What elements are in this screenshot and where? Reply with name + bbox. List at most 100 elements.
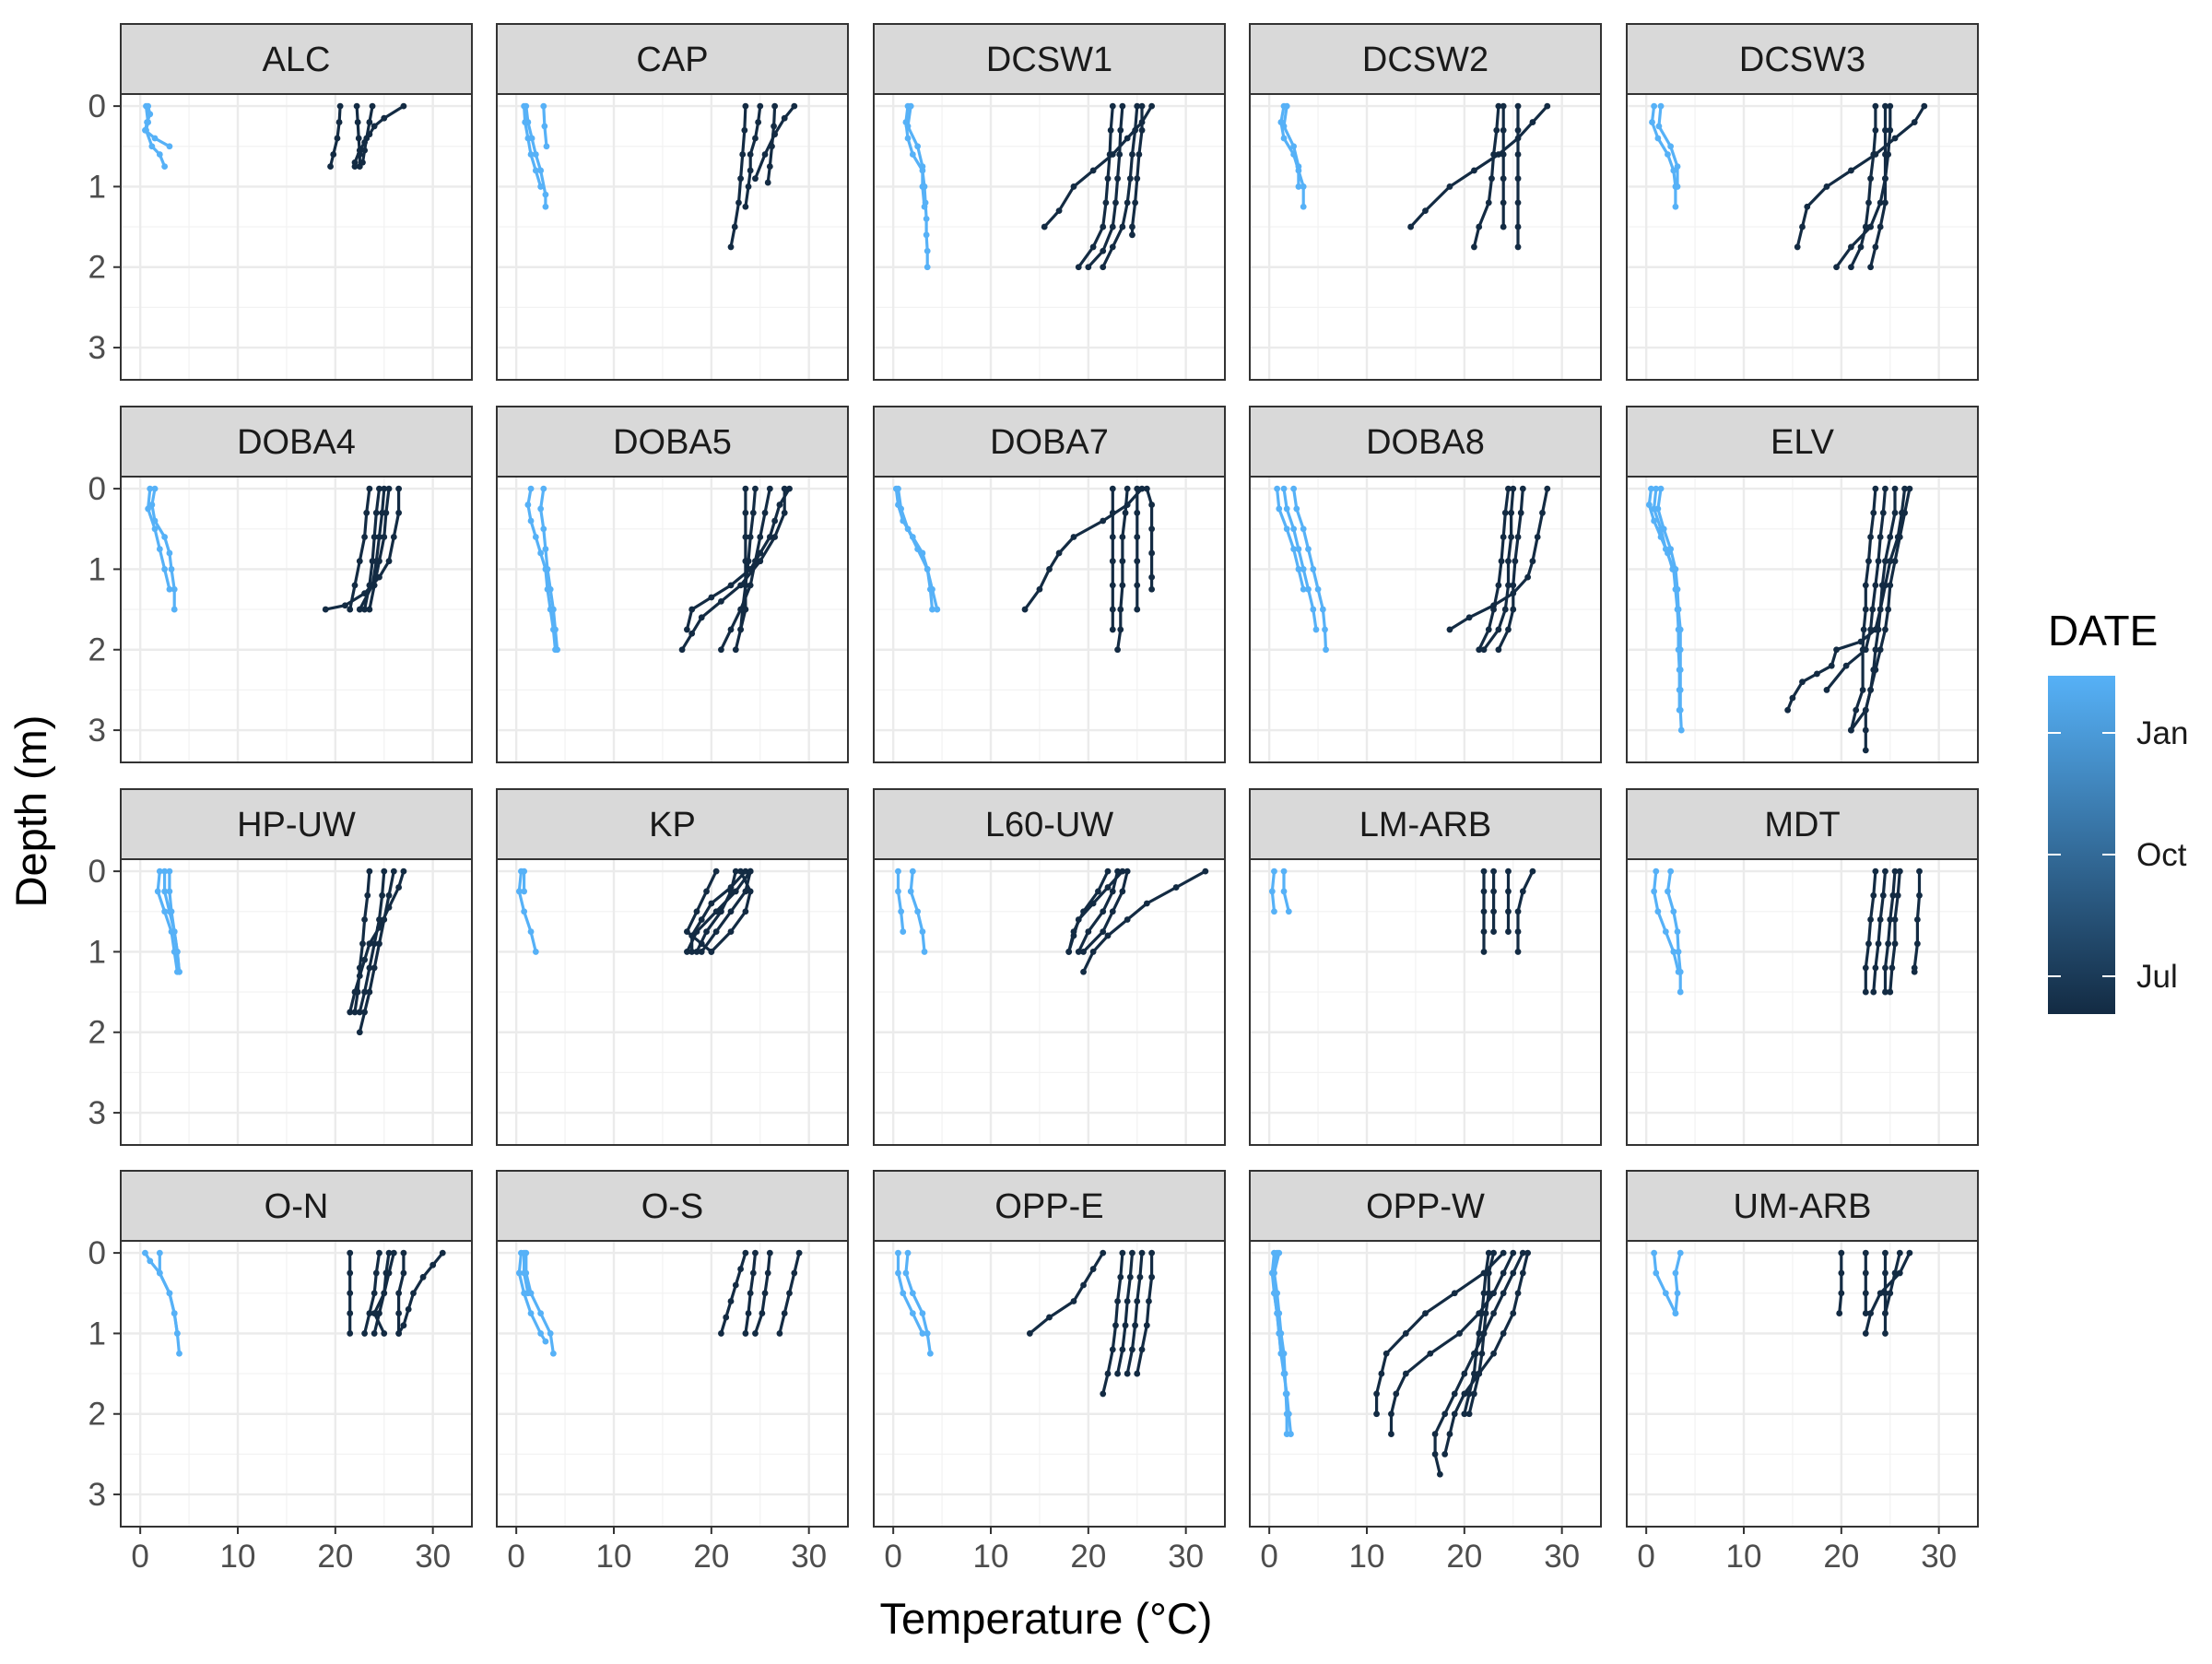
data-point <box>1882 485 1888 492</box>
data-point <box>742 867 749 875</box>
data-point <box>1667 143 1675 150</box>
data-point <box>347 606 354 613</box>
data-point <box>1514 949 1522 955</box>
data-point <box>742 1330 749 1337</box>
data-point <box>1136 1273 1144 1280</box>
data-point <box>766 1249 773 1257</box>
data-point <box>1670 908 1677 915</box>
data-point <box>161 566 169 572</box>
data-point <box>1295 163 1302 170</box>
data-point <box>1427 1350 1434 1357</box>
data-point <box>1505 888 1512 895</box>
data-point <box>1495 102 1502 110</box>
data-point <box>1653 485 1660 492</box>
data-point <box>1501 509 1509 516</box>
facet-strip-label: DOBA7 <box>990 423 1109 462</box>
data-point <box>371 1290 378 1297</box>
data-point <box>1109 102 1116 110</box>
data-point <box>683 928 690 935</box>
data-point <box>171 928 178 935</box>
data-point <box>771 123 777 130</box>
x-tick-label: 20 <box>317 1539 353 1575</box>
data-point <box>737 1266 744 1272</box>
profile-line <box>1125 1252 1144 1375</box>
data-point <box>524 502 532 508</box>
data-point <box>766 534 773 540</box>
data-point <box>354 119 361 125</box>
data-point <box>1514 102 1522 110</box>
data-point <box>1784 706 1792 714</box>
data-point <box>1875 940 1882 948</box>
data-point <box>540 525 547 533</box>
data-point <box>747 888 754 895</box>
plot-area <box>874 859 1225 1145</box>
data-point <box>1482 1269 1489 1277</box>
data-point <box>1080 908 1087 915</box>
facet-strip-label: O-S <box>641 1187 704 1226</box>
data-point <box>919 1310 926 1316</box>
data-point <box>1138 485 1146 492</box>
data-point <box>1870 509 1877 516</box>
profile-line <box>1023 488 1144 611</box>
data-point <box>145 505 152 513</box>
facet-strip-label: MDT <box>1764 806 1840 844</box>
data-point <box>1490 888 1497 895</box>
data-point <box>904 1249 912 1257</box>
panel-border <box>1249 93 1602 381</box>
data-point <box>727 908 735 915</box>
data-point <box>1838 1290 1845 1297</box>
data-point <box>381 114 388 122</box>
data-point <box>1490 606 1497 613</box>
data-point <box>1651 888 1658 895</box>
plot-area <box>1250 94 1601 380</box>
data-point <box>1041 223 1048 230</box>
data-point <box>766 163 773 170</box>
data-point <box>361 956 368 963</box>
plot-area <box>497 477 848 762</box>
data-point <box>919 1330 926 1337</box>
plot-area <box>1627 1241 1978 1527</box>
data-point <box>1657 534 1665 540</box>
data-point <box>1505 485 1512 492</box>
data-point <box>549 606 557 613</box>
data-point <box>1887 102 1894 110</box>
data-point <box>1799 679 1806 686</box>
data-point <box>1085 928 1092 935</box>
profile-line <box>1101 105 1139 268</box>
data-point <box>395 884 403 891</box>
data-point <box>532 167 539 174</box>
data-point <box>171 606 178 613</box>
data-point <box>1268 888 1276 895</box>
data-point <box>712 928 720 935</box>
data-point <box>1500 199 1507 207</box>
data-point <box>1885 606 1892 613</box>
data-point <box>1906 1249 1913 1257</box>
data-point <box>1662 928 1669 935</box>
data-point <box>1891 135 1899 142</box>
data-point <box>1505 928 1512 935</box>
data-point <box>400 1249 407 1257</box>
data-point <box>1478 1350 1486 1357</box>
data-point <box>410 1290 417 1297</box>
profile-line <box>1835 106 1892 268</box>
data-point <box>376 1249 382 1257</box>
x-tick-label: 30 <box>415 1539 451 1575</box>
data-point <box>356 964 363 972</box>
data-point <box>1657 102 1665 110</box>
data-point <box>366 119 373 125</box>
data-point <box>1109 485 1116 492</box>
data-point <box>1891 916 1899 923</box>
data-point <box>1480 928 1488 935</box>
data-point <box>381 1290 388 1297</box>
data-point <box>742 1249 749 1257</box>
data-point <box>1148 585 1156 593</box>
data-point <box>385 1249 393 1257</box>
data-point <box>924 1330 931 1337</box>
data-point <box>1285 1410 1292 1418</box>
data-point <box>781 114 788 122</box>
data-point <box>1859 687 1866 693</box>
data-point <box>1285 908 1292 915</box>
data-point <box>528 135 535 142</box>
data-point <box>1138 126 1146 134</box>
data-point <box>1653 867 1660 875</box>
